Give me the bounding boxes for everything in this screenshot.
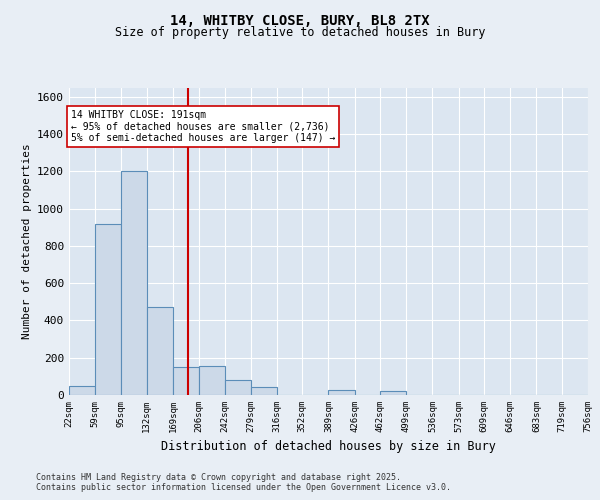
Bar [380,392,406,395]
Bar [251,386,277,395]
Bar [329,390,355,395]
X-axis label: Distribution of detached houses by size in Bury: Distribution of detached houses by size … [161,440,496,454]
Text: 14, WHITBY CLOSE, BURY, BL8 2TX: 14, WHITBY CLOSE, BURY, BL8 2TX [170,14,430,28]
Text: Contains HM Land Registry data © Crown copyright and database right 2025.: Contains HM Land Registry data © Crown c… [36,472,401,482]
Bar [173,367,199,395]
Bar [199,366,224,395]
Text: Contains public sector information licensed under the Open Government Licence v3: Contains public sector information licen… [36,484,451,492]
Bar [147,308,173,395]
Text: 14 WHITBY CLOSE: 191sqm
← 95% of detached houses are smaller (2,736)
5% of semi-: 14 WHITBY CLOSE: 191sqm ← 95% of detache… [71,110,335,143]
Bar [69,386,95,395]
Text: Size of property relative to detached houses in Bury: Size of property relative to detached ho… [115,26,485,39]
Y-axis label: Number of detached properties: Number of detached properties [22,144,32,339]
Bar [121,172,147,395]
Bar [95,224,121,395]
Bar [224,380,251,395]
